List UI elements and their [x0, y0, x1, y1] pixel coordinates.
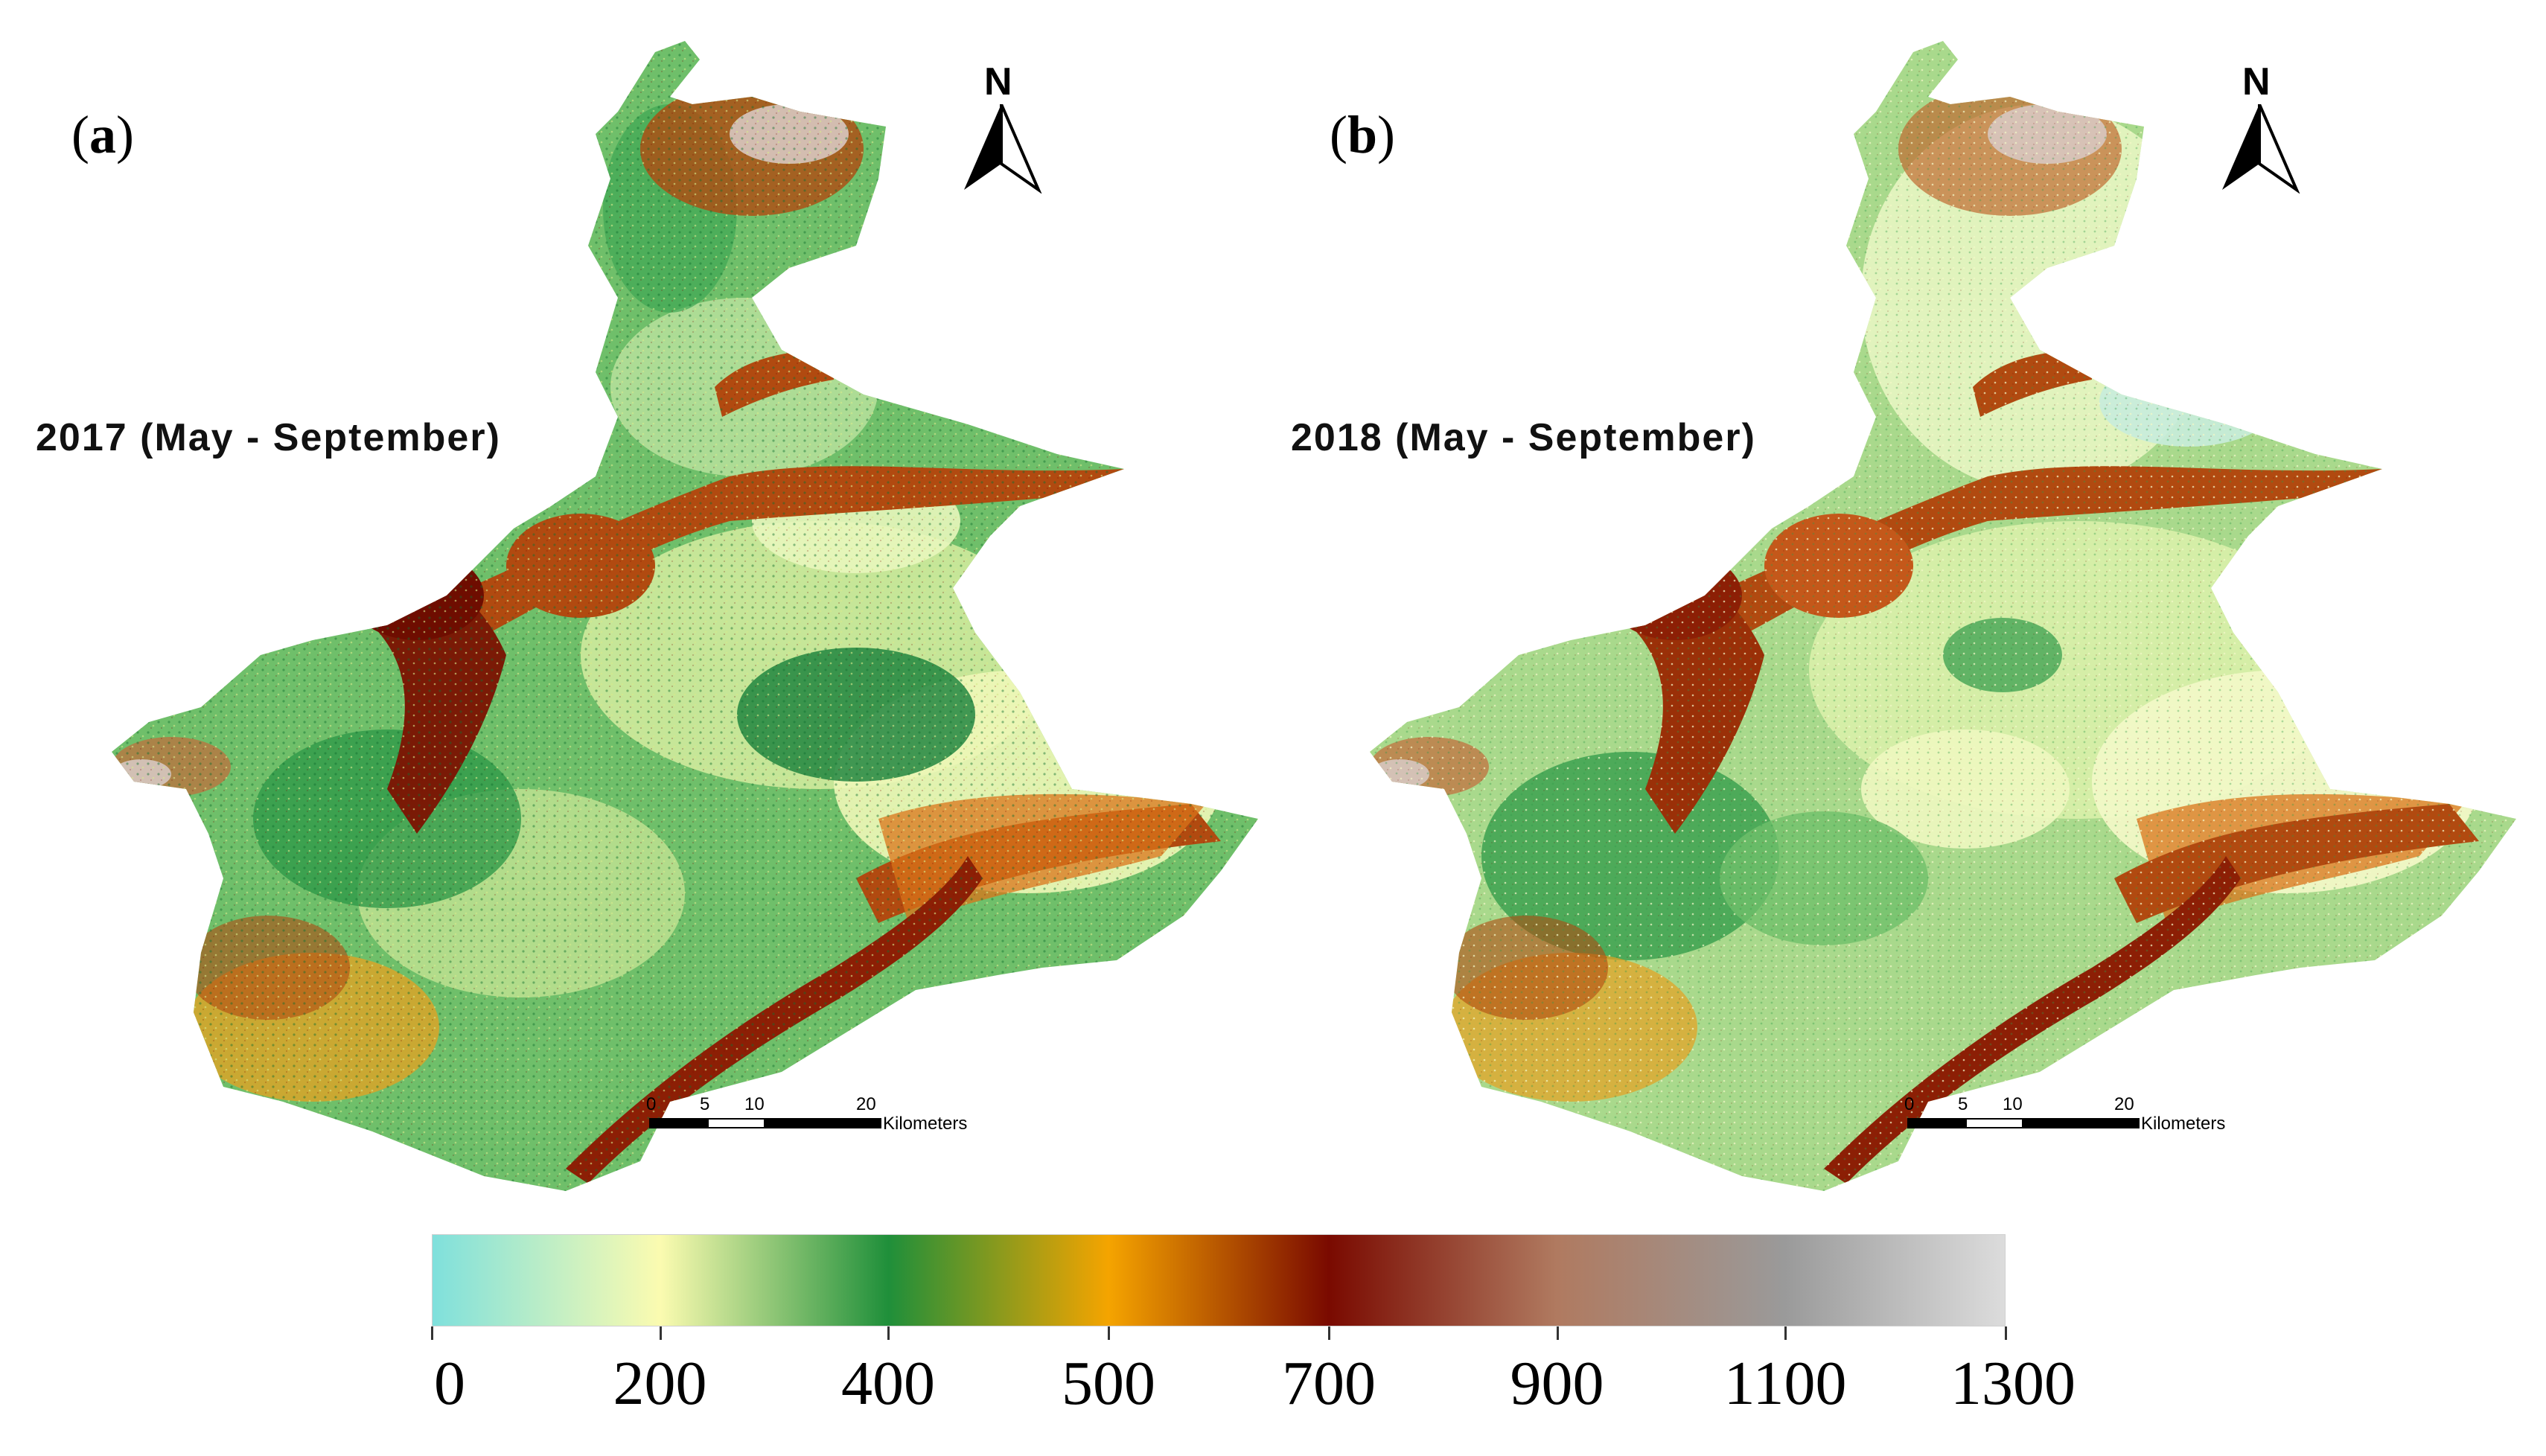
scale-tick-label: 20: [856, 1094, 876, 1114]
legend-labels: 0 200 400 500 700 900 1100 1300: [0, 1347, 2546, 1422]
legend-label: 500: [1062, 1349, 1156, 1418]
north-letter: N: [984, 60, 1012, 103]
map-panel-b: (b) 2018 (May - September) N 0 5 10 20 K…: [1258, 0, 2524, 1206]
legend-tick: [887, 1326, 890, 1340]
scale-track: [649, 1118, 881, 1128]
period-label: 2017 (May - September): [36, 416, 501, 459]
legend-tick: [1327, 1326, 1330, 1340]
legend-ticks: [431, 1326, 2007, 1341]
legend-tick: [1784, 1326, 1787, 1340]
legend-label: 700: [1281, 1349, 1376, 1418]
scale-tick-label: 10: [2003, 1094, 2023, 1114]
legend-tick: [659, 1326, 662, 1340]
scale-tick-label: 10: [744, 1094, 765, 1114]
scale-tick-label: 5: [700, 1094, 710, 1114]
legend-tick: [1556, 1326, 1559, 1340]
north-arrow: N: [2218, 60, 2300, 201]
north-arrow: N: [960, 60, 1042, 201]
scale-tick-label: 0: [1904, 1094, 1915, 1114]
north-arrow-icon: [964, 104, 1042, 194]
legend-label: 0: [434, 1349, 465, 1418]
legend-label: 400: [841, 1349, 936, 1418]
legend-label: 1300: [1950, 1349, 2076, 1418]
scale-tick-label: 5: [1958, 1094, 1968, 1114]
scale-unit: Kilometers: [2141, 1114, 2226, 1134]
north-letter: N: [2242, 60, 2271, 103]
scale-track: [1907, 1118, 2140, 1128]
scale-tick-label: 0: [646, 1094, 657, 1114]
north-arrow-icon: [2222, 104, 2300, 194]
period-label: 2018 (May - September): [1291, 416, 1756, 459]
map-2017: [112, 41, 1258, 1191]
scale-bar: 0 5 10 20 Kilometers: [640, 1094, 1027, 1146]
map-panel-a: (a) 2017 (May - September) N 0 5 10 20 K…: [0, 0, 1266, 1206]
scale-tick-label: 20: [2114, 1094, 2134, 1114]
panel-label: (a): [71, 105, 134, 165]
scale-bar: 0 5 10 20 Kilometers: [1898, 1094, 2285, 1146]
legend-gradient-bar: [432, 1234, 2006, 1326]
scale-unit: Kilometers: [883, 1114, 968, 1134]
legend-tick: [1108, 1326, 1111, 1340]
map-2018: [1370, 41, 2516, 1191]
color-legend: [431, 1234, 2007, 1340]
panel-label: (b): [1330, 105, 1396, 165]
legend-label: 200: [613, 1349, 707, 1418]
legend-label: 900: [1510, 1349, 1604, 1418]
legend-tick: [431, 1326, 433, 1340]
legend-label: 1100: [1723, 1349, 1847, 1418]
legend-tick: [2005, 1326, 2007, 1340]
